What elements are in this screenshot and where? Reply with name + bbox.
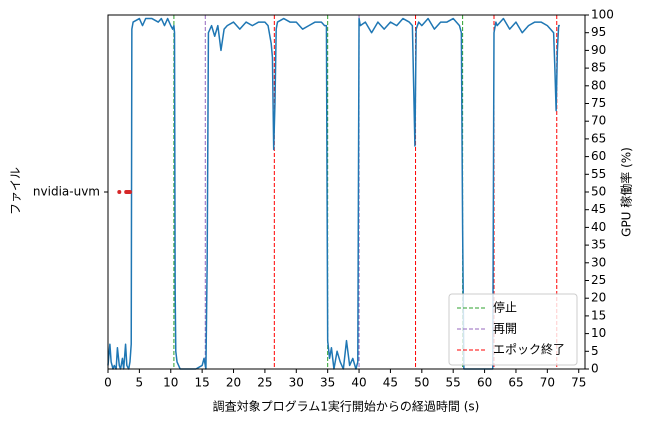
y2-tick-label: 85 <box>591 61 606 75</box>
x-tick-label: 0 <box>104 376 112 390</box>
event-point <box>117 190 122 194</box>
event-point <box>127 190 132 194</box>
y2-tick-label: 25 <box>591 273 606 287</box>
x-tick-label: 40 <box>351 376 366 390</box>
y2-tick-label: 40 <box>591 220 606 234</box>
y2-tick-label: 10 <box>591 326 606 340</box>
y2-tick-label: 15 <box>591 308 606 322</box>
y2-tick-label: 20 <box>591 291 606 305</box>
x-tick-label: 35 <box>320 376 335 390</box>
y2-tick-label: 70 <box>591 114 606 128</box>
y2-tick-label: 35 <box>591 238 606 252</box>
x-tick-label: 45 <box>383 376 398 390</box>
x-tick-label: 15 <box>195 376 210 390</box>
y2-tick-label: 75 <box>591 96 606 110</box>
x-tick-label: 65 <box>508 376 523 390</box>
plot-frame <box>107 14 586 370</box>
y2-tick-label: 60 <box>591 149 606 163</box>
y2-tick-label: 95 <box>591 25 606 39</box>
legend-box <box>448 293 578 366</box>
y2-tick-label: 65 <box>591 131 606 145</box>
y2-tick-label: 5 <box>591 344 599 358</box>
x-tick-label: 25 <box>257 376 272 390</box>
x-axis-label: 調査対象プログラム1実行開始からの経過時間 (s) <box>213 399 480 414</box>
legend-label: 停止 <box>493 300 517 315</box>
y2-tick-label: 55 <box>591 167 606 181</box>
legend-label: エポック終了 <box>493 342 565 357</box>
x-tick-label: 50 <box>414 376 429 390</box>
y2-tick-label: 50 <box>591 185 606 199</box>
x-tick-label: 20 <box>226 376 241 390</box>
y2-tick-label: 80 <box>591 78 606 92</box>
y-tick-label: nvidia-uvm <box>33 185 100 199</box>
y2-tick-label: 100 <box>591 8 614 22</box>
y2-axis-label: GPU 稼働率 (%) <box>619 147 634 237</box>
y2-tick-label: 30 <box>591 255 606 269</box>
y2-tick-label: 45 <box>591 202 606 216</box>
x-tick-label: 10 <box>163 376 178 390</box>
y2-tick-label: 0 <box>591 362 599 376</box>
legend-label: 再開 <box>493 322 517 336</box>
x-tick-label: 60 <box>477 376 492 390</box>
x-tick-label: 5 <box>136 376 144 390</box>
y2-tick-label: 90 <box>591 43 606 57</box>
x-tick-label: 70 <box>540 376 555 390</box>
x-tick-label: 30 <box>289 376 304 390</box>
y-axis-label: ファイル <box>9 167 23 215</box>
x-tick-label: 75 <box>571 376 586 390</box>
x-tick-label: 55 <box>446 376 461 390</box>
